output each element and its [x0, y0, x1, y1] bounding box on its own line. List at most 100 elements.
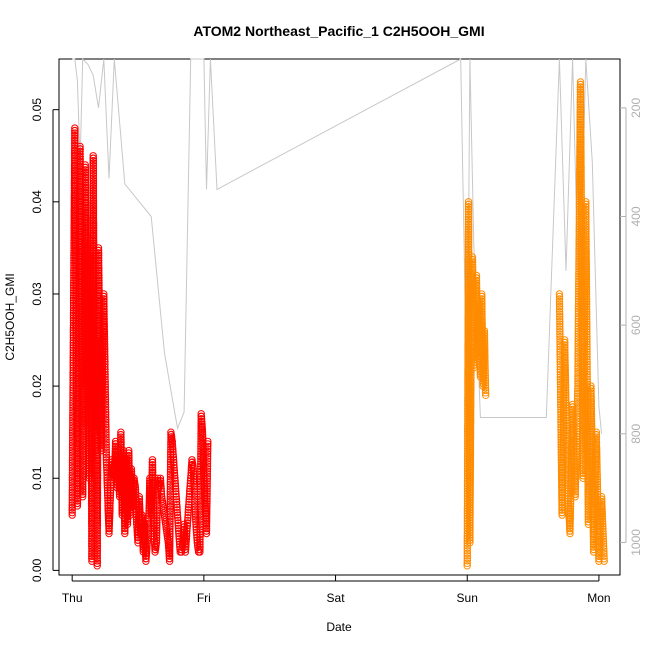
data-point-trail — [93, 512, 102, 520]
data-point-trail — [71, 139, 79, 147]
data-point-trail — [93, 497, 102, 505]
data-point-trail — [68, 496, 77, 504]
data-point — [81, 161, 90, 169]
data-point-trail — [79, 483, 87, 491]
data-point-trail — [89, 221, 98, 230]
data-point-trail — [98, 409, 106, 417]
data-point-trail — [68, 488, 77, 497]
data-point — [79, 493, 87, 501]
data-point-trail — [100, 310, 108, 318]
y-axis-label: C2H5OOH_GMI — [3, 273, 17, 360]
data-point-trail — [93, 469, 102, 477]
data-point-trail — [100, 295, 108, 303]
data-point-trail — [106, 494, 115, 502]
data-point — [117, 428, 125, 436]
y-tick-label: 0.01 — [30, 466, 44, 490]
data-point-trail — [81, 191, 90, 199]
data-point-trail — [81, 183, 90, 192]
x-tick-label: Thu — [62, 591, 83, 605]
data-point-trail — [68, 508, 76, 517]
data-point-trail — [100, 333, 109, 341]
data-point-trail — [82, 224, 90, 232]
data-point-trail — [100, 312, 108, 321]
data-point-trail — [102, 448, 111, 456]
data-point-trail — [93, 502, 102, 510]
data-point-trail — [101, 375, 109, 384]
data-point-trail — [93, 482, 102, 490]
data-point-trail — [100, 338, 109, 346]
data-point-trail — [101, 398, 110, 406]
data-point-trail — [93, 544, 102, 552]
data-point-trail — [93, 459, 102, 467]
x-tick-label: Sat — [327, 591, 346, 605]
data-point-trail — [95, 269, 103, 277]
data-point-trail — [93, 484, 102, 492]
data-point-trail — [102, 426, 110, 434]
data-point-trail — [93, 539, 102, 547]
data-point-trail — [89, 174, 98, 182]
data-point-trail — [101, 395, 110, 404]
x-axis: Thu Fri Sat Sun Mon — [62, 575, 611, 605]
data-point — [94, 244, 103, 252]
data-point-trail — [71, 171, 79, 180]
data-point-trail — [100, 300, 108, 308]
data-point-trail — [81, 204, 90, 212]
data-point-trail — [89, 211, 98, 220]
data-point-trail — [82, 251, 90, 260]
data-point-trail — [102, 438, 110, 446]
data-point-trail — [106, 496, 114, 505]
data-point-trail — [94, 251, 103, 260]
data-point-trail — [105, 514, 114, 522]
y-tick-label: 0.04 — [30, 190, 44, 214]
data-point-trail — [71, 156, 79, 165]
data-point-trail — [68, 493, 77, 502]
data-point-trail — [81, 209, 90, 217]
data-point-trail — [106, 507, 114, 515]
data-point-trail — [105, 527, 113, 535]
data-point-trail — [100, 335, 109, 343]
data-point-trail — [101, 363, 109, 371]
data-point-trail — [73, 499, 82, 508]
data-point-trail — [68, 501, 76, 509]
data-point-trail — [76, 145, 84, 153]
data-point-trail — [105, 519, 114, 528]
data-point-trail — [82, 221, 90, 230]
data-point-trail — [76, 152, 84, 161]
data-point — [105, 529, 113, 538]
data-point-trail — [93, 517, 102, 525]
data-point-trail — [81, 206, 90, 214]
data-point-trail — [106, 509, 114, 517]
data-point-trail — [81, 188, 90, 197]
data-point-trail — [89, 209, 98, 217]
data-point-trail — [101, 403, 110, 411]
data-point-trail — [100, 317, 108, 326]
data-point-trail — [97, 444, 105, 452]
data-point-trail — [102, 413, 110, 421]
data-point-trail — [102, 441, 110, 449]
data-point-trail — [102, 408, 110, 416]
data-point-trail — [101, 405, 110, 414]
data-point-trail — [95, 266, 103, 275]
data-point-trail — [100, 292, 108, 301]
data-point-trail — [93, 457, 102, 465]
data-point-trail — [89, 191, 98, 200]
data-point-trail — [73, 487, 82, 495]
data-point-trail — [82, 249, 90, 257]
data-point-trail — [102, 431, 110, 439]
data-point-trail — [89, 219, 98, 227]
data-point-trail — [89, 179, 98, 187]
data-point-trail — [90, 239, 98, 247]
data-point-trail — [93, 477, 102, 485]
data-point-trail — [101, 348, 109, 356]
data-point-trail — [89, 164, 98, 172]
data-point-trail — [100, 328, 109, 336]
data-point-trail — [82, 229, 90, 237]
data-point-trail — [93, 472, 102, 480]
data-point-trail — [93, 492, 102, 500]
data-point-trail — [89, 169, 98, 177]
data-point-trail — [93, 467, 102, 475]
data-point-trail — [93, 522, 102, 530]
data-point-trail — [102, 443, 110, 451]
data-point-trail — [89, 216, 98, 225]
